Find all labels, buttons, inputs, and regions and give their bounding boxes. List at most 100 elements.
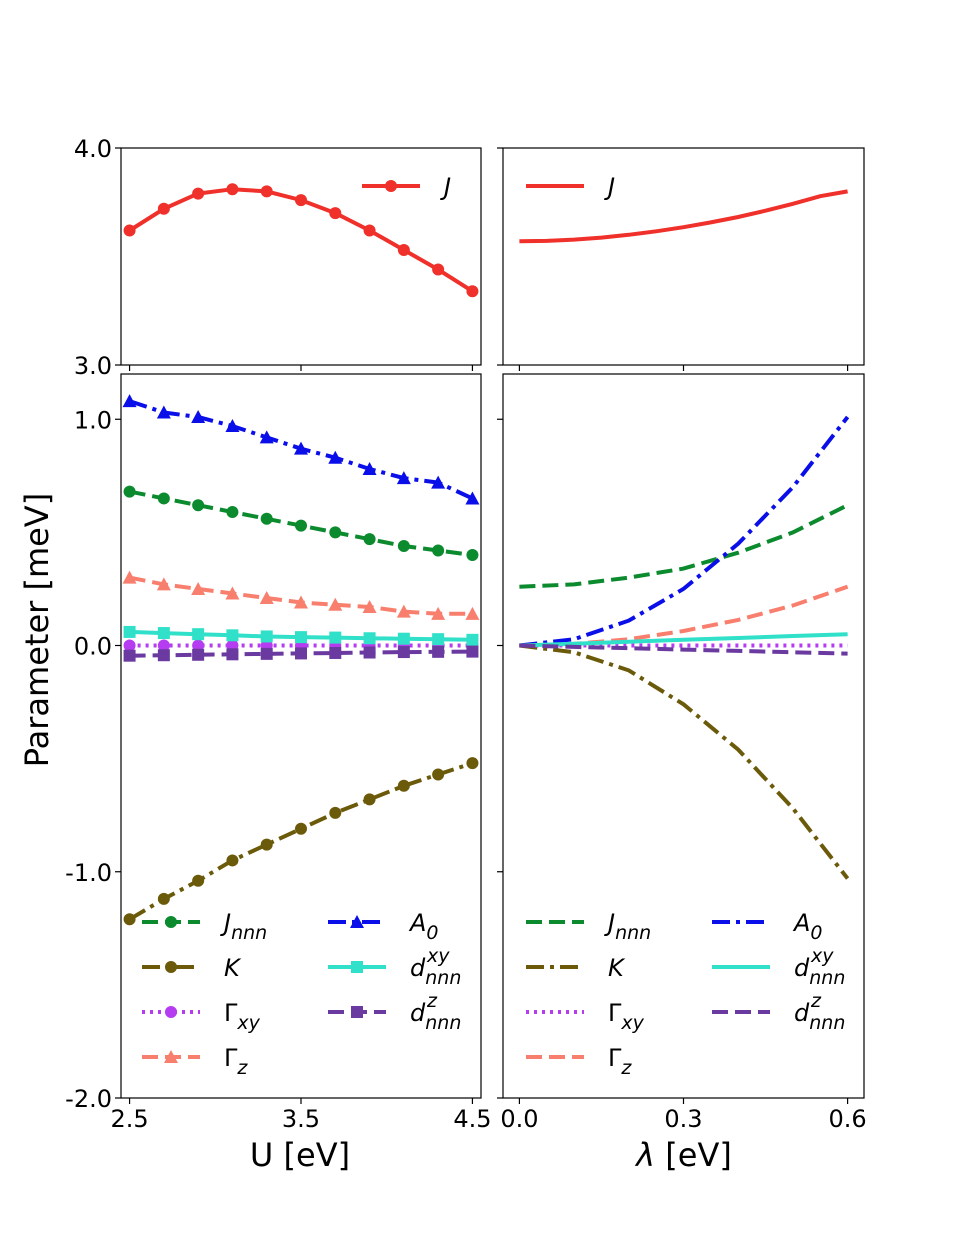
data-point-dxy xyxy=(329,631,342,644)
y-tick-label: -1.0 xyxy=(65,859,112,887)
data-point-K xyxy=(226,854,239,867)
data-point-Jnnn xyxy=(466,549,479,561)
data-point-Jnnn xyxy=(432,544,445,557)
data-point-dxy xyxy=(432,633,445,646)
data-point-Jnnn xyxy=(329,526,342,539)
data-point-Gz xyxy=(225,586,240,600)
data-point-Jnnn xyxy=(260,512,273,525)
data-point-Gz xyxy=(396,604,411,618)
legend-marker-Gz xyxy=(164,1050,178,1063)
data-point-Gz xyxy=(122,570,137,584)
legend-label-A0: A0 xyxy=(792,909,823,944)
data-point-J xyxy=(226,183,239,196)
legend-label-J: J xyxy=(440,173,451,201)
data-point-dxy xyxy=(466,633,479,646)
data-point-A0 xyxy=(431,475,446,489)
data-point-A0 xyxy=(225,419,240,433)
data-point-K xyxy=(432,768,445,781)
panel-top-left xyxy=(115,147,482,371)
legend-marker-Gxy xyxy=(165,1006,177,1018)
legend-label-dz: dnnnz xyxy=(794,990,845,1034)
data-point-K xyxy=(295,822,307,835)
legend-label-dz: dnnnz xyxy=(410,990,461,1034)
legend-label-Gxy: Γxy xyxy=(608,999,645,1034)
data-point-Jnnn xyxy=(157,492,170,505)
x-tick-label: 0.6 xyxy=(829,1105,867,1133)
y-tick-label: 0.0 xyxy=(74,633,112,661)
data-point-K xyxy=(329,806,342,819)
data-point-dxy xyxy=(123,625,136,638)
legend-top-left: J xyxy=(362,173,451,201)
data-point-dxy xyxy=(363,632,376,645)
data-point-K xyxy=(192,874,205,887)
y-tick-label: 3.0 xyxy=(74,352,112,380)
data-point-dz xyxy=(192,648,205,661)
series-line-K xyxy=(128,761,474,922)
panel-bottom-left xyxy=(115,373,482,1104)
legend-label-dxy: dnnnxy xyxy=(794,945,845,989)
y-tick-label: 4.0 xyxy=(74,135,112,163)
data-point-A0 xyxy=(122,394,137,408)
lambda-symbol: λ xyxy=(634,1136,655,1174)
legend-label-A0: A0 xyxy=(408,909,439,944)
data-point-Jnnn xyxy=(226,506,239,519)
plot-area xyxy=(519,415,850,880)
series-line-dxy xyxy=(519,632,848,648)
x-tick-label: 4.5 xyxy=(453,1105,491,1133)
data-point-J xyxy=(432,263,445,276)
data-point-dxy xyxy=(397,632,410,645)
x-tick-label: 3.5 xyxy=(282,1105,320,1133)
data-point-Jnnn xyxy=(192,499,205,512)
legend-label-dxy: dnnnxy xyxy=(410,945,461,989)
legend-label-Jnnn: Jnnn xyxy=(220,909,267,944)
data-point-A0 xyxy=(362,462,377,476)
y-tick-label: 1.0 xyxy=(74,406,112,434)
data-point-Gz xyxy=(156,577,171,591)
data-point-Gxy xyxy=(192,639,205,652)
legend-label-Gxy: Γxy xyxy=(224,999,261,1034)
data-point-J xyxy=(466,285,479,298)
data-point-K xyxy=(157,892,170,905)
panel-bottom-right xyxy=(497,373,865,1104)
legend-top-right: J xyxy=(526,173,615,201)
data-point-K xyxy=(260,838,273,851)
legend-label-Jnnn: Jnnn xyxy=(604,909,651,944)
data-point-K xyxy=(123,913,136,926)
data-point-Gz xyxy=(191,581,206,595)
x-axis-unit: [eV] xyxy=(655,1136,732,1174)
data-point-dz xyxy=(432,645,445,658)
legend-marker-dxy xyxy=(351,961,363,973)
data-point-dz xyxy=(466,645,479,658)
data-point-Jnnn xyxy=(397,539,410,552)
x-tick-label: 0.0 xyxy=(500,1105,538,1133)
axes-frame xyxy=(502,147,865,366)
series-line-J xyxy=(519,189,848,244)
x-axis-label-left: U [eV] xyxy=(250,1136,350,1174)
legend-label-K: K xyxy=(224,954,242,982)
data-point-dz xyxy=(123,649,136,662)
data-point-J xyxy=(363,224,376,237)
data-point-Gz xyxy=(294,595,308,609)
data-point-K xyxy=(397,779,410,792)
data-point-dz xyxy=(226,648,239,661)
legend-marker-K xyxy=(165,961,177,973)
legend-marker-J xyxy=(385,180,397,192)
data-point-Jnnn xyxy=(295,519,307,532)
data-point-Gz xyxy=(259,590,274,604)
legend-label-Gz: Γz xyxy=(608,1044,632,1079)
data-point-dz xyxy=(295,647,307,660)
data-point-Gz xyxy=(362,600,377,614)
data-point-Gz xyxy=(465,606,480,620)
data-point-J xyxy=(123,224,136,237)
data-point-J xyxy=(329,207,342,220)
x-tick-label: 2.5 xyxy=(110,1105,148,1133)
series-line-A0 xyxy=(519,415,850,648)
panel-top-right xyxy=(497,147,865,371)
data-point-dz xyxy=(329,646,342,659)
data-point-Jnnn xyxy=(123,485,136,498)
y-axis-label: Parameter [meV] xyxy=(18,493,56,767)
axes-frame xyxy=(502,373,865,1099)
